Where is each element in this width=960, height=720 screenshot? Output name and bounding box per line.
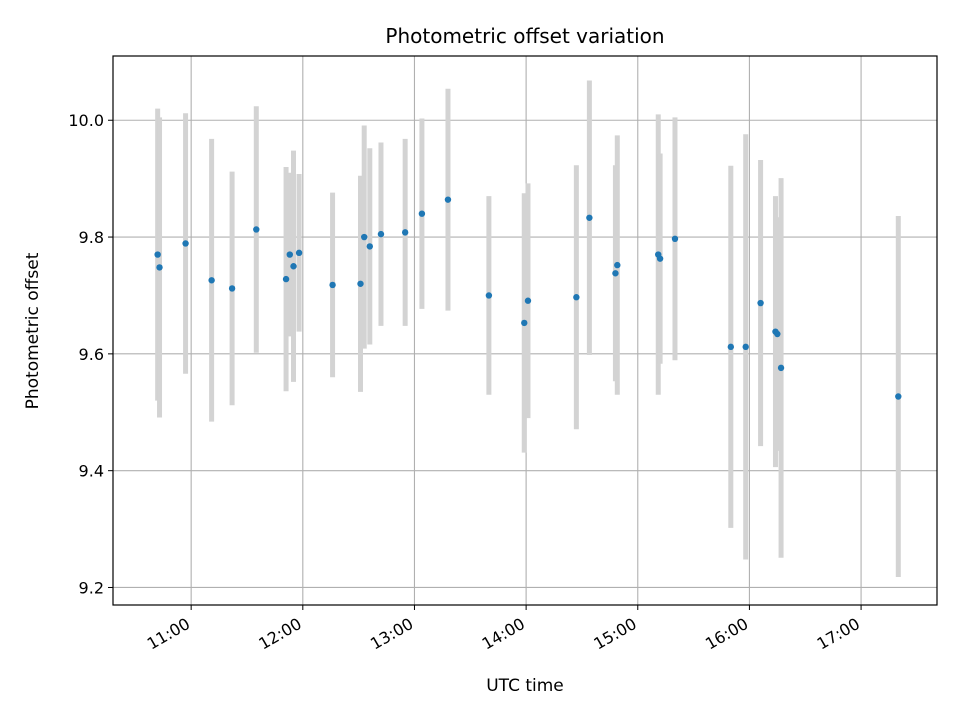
data-point <box>521 319 528 327</box>
data-point <box>895 393 902 400</box>
data-point <box>182 240 189 247</box>
data-point <box>286 251 293 258</box>
data-points <box>154 196 902 400</box>
grid <box>113 56 937 605</box>
y-tick-label: 9.4 <box>79 462 104 481</box>
data-point <box>444 196 452 203</box>
data-point <box>757 299 764 307</box>
data-point <box>366 243 374 250</box>
y-axis-label: Photometric offset <box>23 252 43 409</box>
data-point <box>290 263 297 270</box>
y-tick-label: 9.2 <box>79 578 104 597</box>
data-point <box>401 229 409 236</box>
data-point <box>156 264 163 271</box>
x-axis-label: UTC time <box>486 676 564 696</box>
chart-title: Photometric offset variation <box>385 24 664 48</box>
plot-frame <box>112 55 938 606</box>
y-tick-label: 9.6 <box>79 345 104 364</box>
data-point <box>253 226 260 233</box>
data-point <box>485 292 493 299</box>
data-point <box>727 343 735 351</box>
data-point <box>573 294 580 301</box>
data-point <box>612 270 619 277</box>
data-point <box>357 280 364 287</box>
data-point <box>208 277 215 284</box>
data-point <box>282 275 290 283</box>
data-point <box>774 330 781 338</box>
data-point <box>614 261 621 269</box>
y-tick-label: 9.8 <box>79 228 104 247</box>
data-point <box>154 251 161 258</box>
y-tick-label: 10.0 <box>68 111 104 130</box>
data-point <box>361 233 368 241</box>
data-point <box>329 281 336 289</box>
data-point <box>777 364 785 372</box>
data-point <box>418 210 426 217</box>
data-point <box>586 214 593 221</box>
data-point <box>295 249 303 257</box>
data-point <box>656 255 664 262</box>
data-point <box>228 285 236 292</box>
data-point <box>671 235 679 243</box>
data-point <box>377 230 385 238</box>
data-point <box>742 343 749 351</box>
data-point <box>524 297 532 304</box>
y-axis-ticks: 9.2 9.4 9.6 9.8 10.0 <box>68 111 113 597</box>
